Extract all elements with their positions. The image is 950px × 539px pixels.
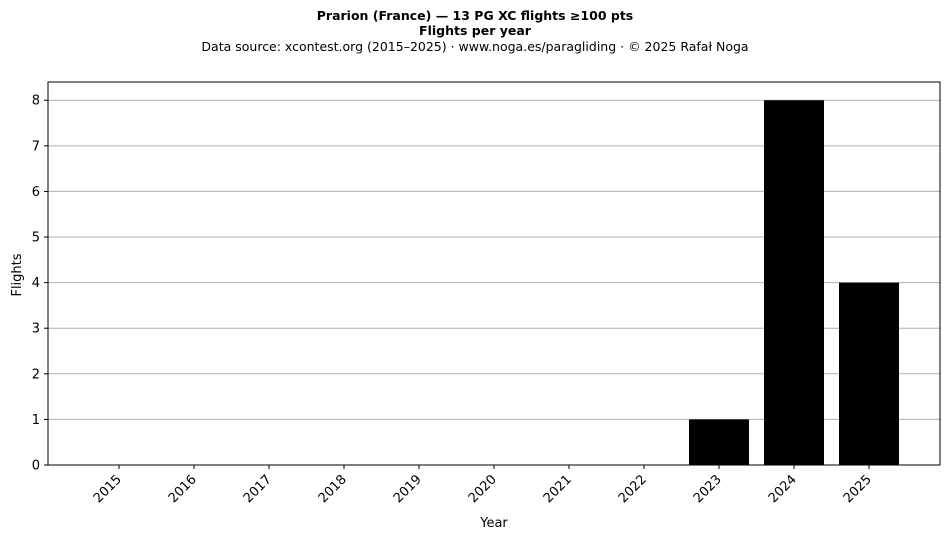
x-tick-label: 2024 [766, 472, 800, 506]
y-tick-label: 5 [32, 231, 40, 246]
x-tick-label: 2022 [616, 472, 650, 506]
y-tick-label: 1 [32, 413, 40, 428]
x-tick-label: 2018 [316, 472, 350, 506]
x-tick-label: 2021 [541, 472, 575, 506]
chart-title: Prarion (France) — 13 PG XC flights ≥100… [316, 8, 634, 23]
x-tick-label: 2016 [166, 472, 200, 506]
x-tick-label: 2023 [691, 472, 725, 506]
x-tick-label: 2019 [391, 472, 425, 506]
y-tick-label: 3 [32, 322, 40, 337]
y-tick-label: 6 [32, 185, 40, 200]
x-tick-label: 2020 [466, 472, 500, 506]
bar-2023 [689, 419, 749, 465]
y-tick-label: 7 [32, 139, 40, 154]
x-axis-label: Year [479, 516, 508, 531]
x-axis-ticks: 2015 2016 2017 2018 2019 2020 2021 2022 2023 2024… [91, 465, 875, 506]
bar-2025 [839, 282, 899, 465]
y-tick-label: 2 [32, 367, 40, 382]
y-axis-label: Flights [10, 253, 25, 296]
chart-subtitle: Flights per year [419, 23, 531, 38]
chart-source-note: Data source: xcontest.org (2015–2025) · … [201, 39, 749, 54]
y-tick-label: 0 [32, 459, 40, 474]
y-axis-ticks: 0 1 2 3 4 5 6 7 8 [32, 94, 48, 474]
bar-2024 [764, 100, 824, 465]
x-tick-label: 2017 [241, 472, 275, 506]
chart-titles: Prarion (France) — 13 PG XC flights ≥100… [0, 8, 950, 55]
x-tick-label: 2015 [91, 472, 125, 506]
y-tick-label: 8 [32, 94, 40, 109]
x-tick-label: 2025 [841, 472, 875, 506]
bars [689, 100, 899, 465]
y-tick-label: 4 [32, 276, 40, 291]
